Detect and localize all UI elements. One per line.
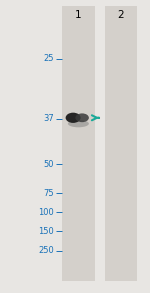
- Text: 37: 37: [43, 114, 54, 123]
- Text: 50: 50: [44, 160, 54, 168]
- Bar: [105, 6, 137, 281]
- Text: 150: 150: [38, 227, 54, 236]
- Text: 25: 25: [44, 54, 54, 63]
- Ellipse shape: [75, 113, 89, 122]
- Ellipse shape: [68, 120, 89, 127]
- Text: 1: 1: [75, 10, 82, 20]
- Text: 100: 100: [38, 208, 54, 217]
- Text: 2: 2: [118, 10, 124, 20]
- Bar: [62, 6, 94, 281]
- Text: 250: 250: [38, 246, 54, 255]
- Ellipse shape: [66, 113, 81, 123]
- Text: 75: 75: [43, 189, 54, 198]
